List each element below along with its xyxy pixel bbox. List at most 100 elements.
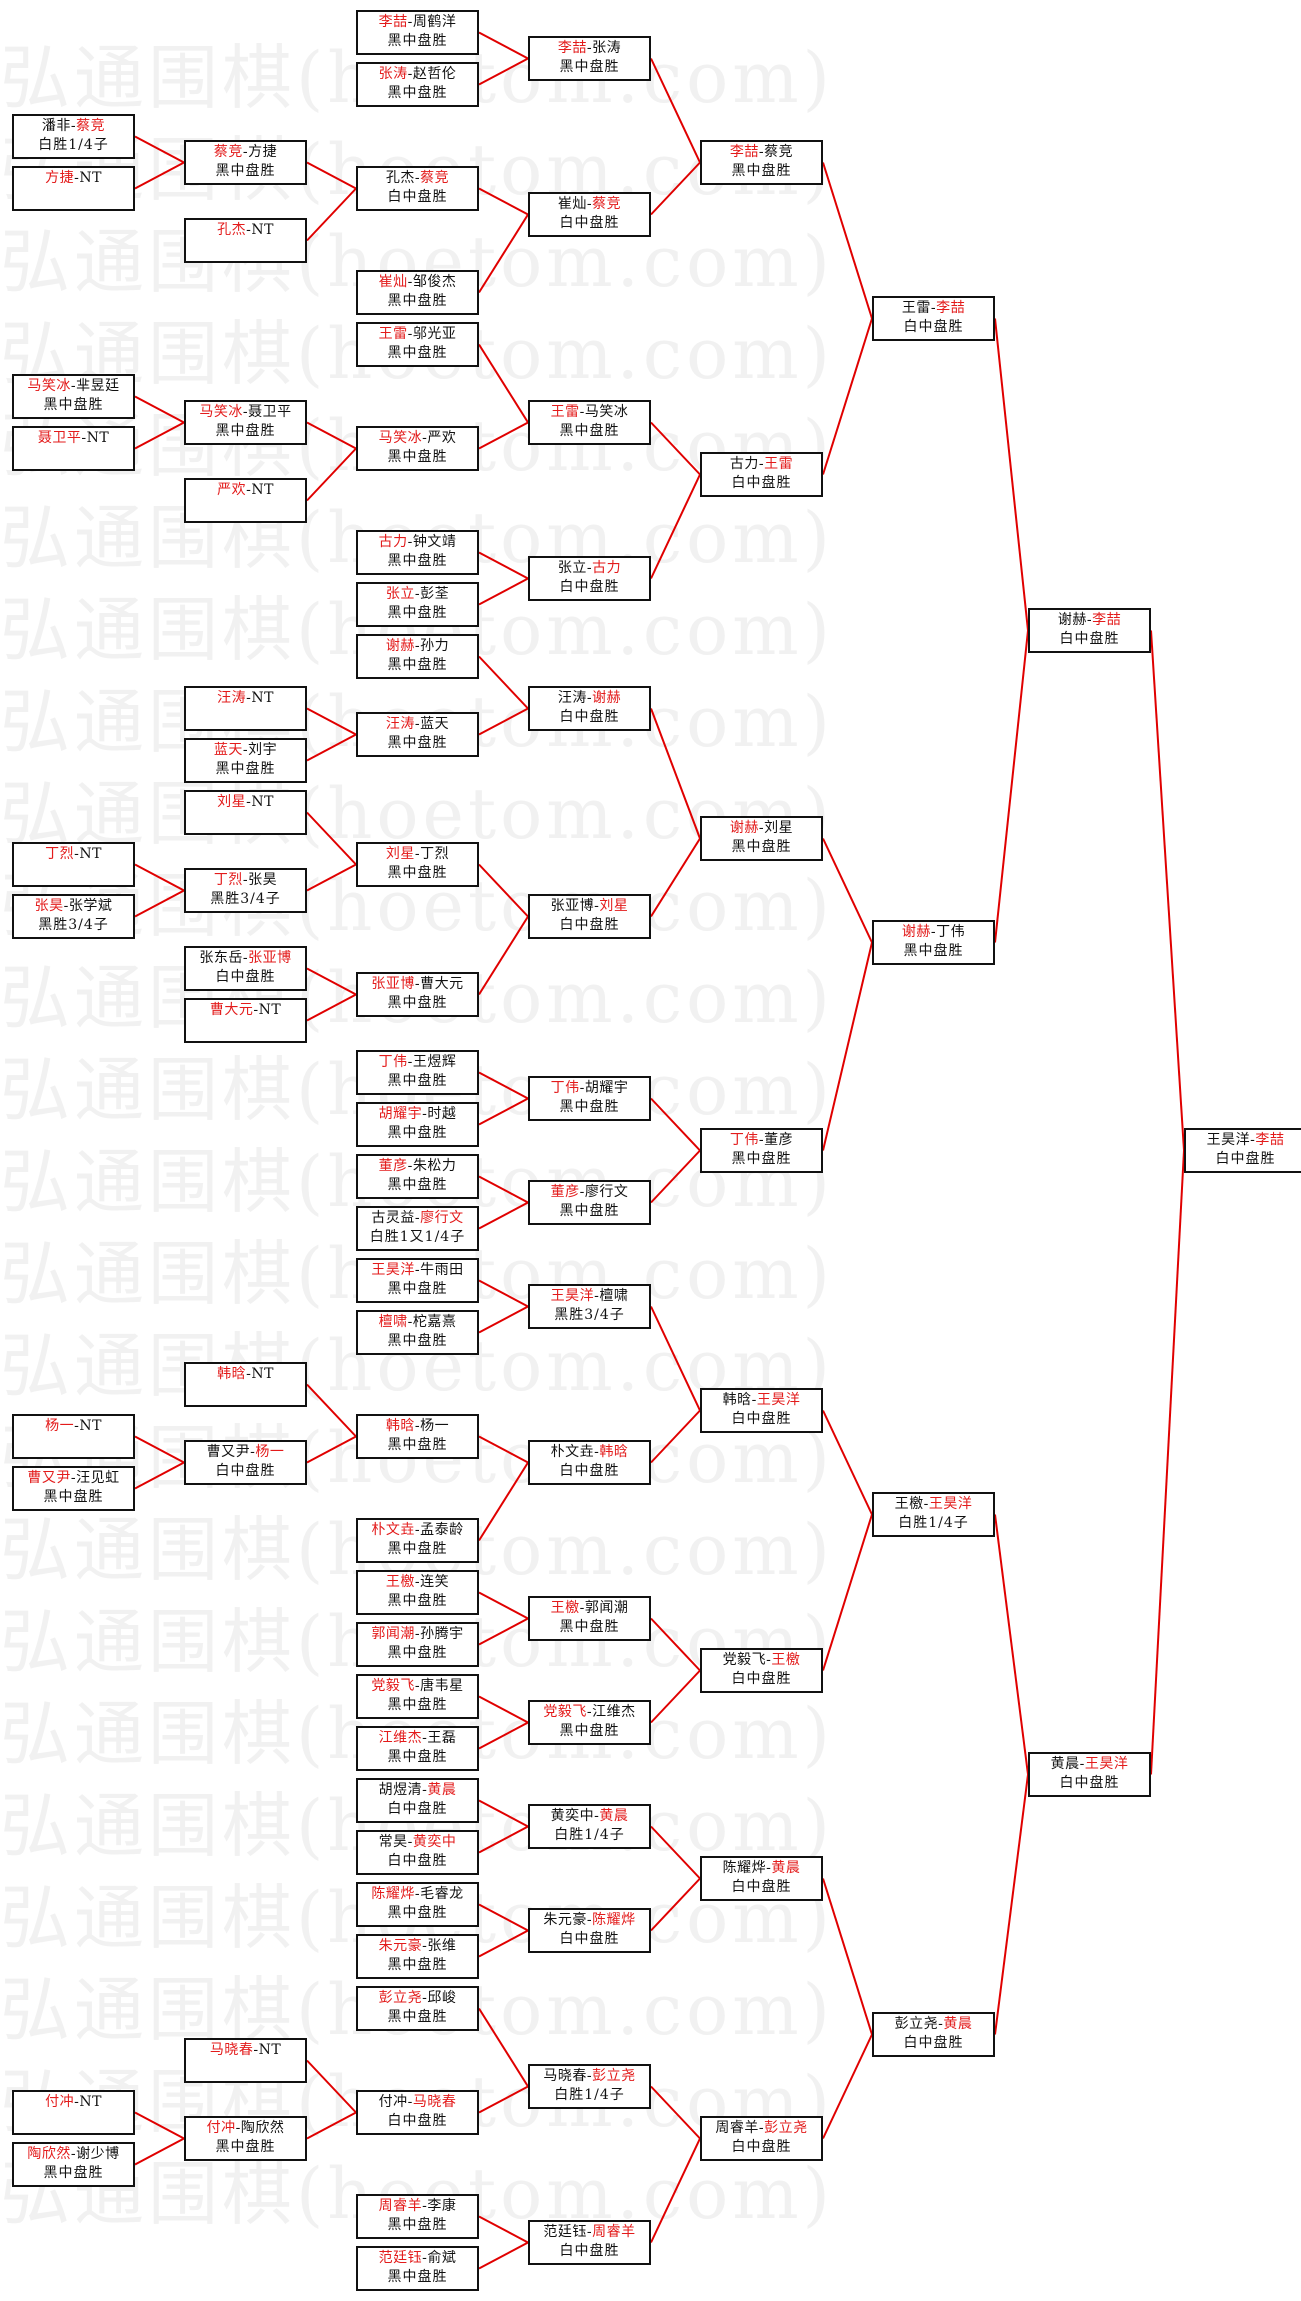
match-players: 丁伟-王煜辉 <box>358 1053 477 1072</box>
separator: - <box>1086 612 1093 628</box>
match-players: 严欢-NT <box>186 481 305 500</box>
connector-line <box>822 1878 873 2035</box>
player-white: 张涛 <box>592 40 622 56</box>
player-white: 钟文靖 <box>412 534 457 550</box>
separator: - <box>758 456 765 472</box>
player-black: 王檄 <box>894 1496 924 1512</box>
separator: - <box>422 1938 428 1954</box>
connector-line <box>306 2111 357 2140</box>
player-white: 聂卫平 <box>248 404 292 420</box>
match-players: 王昊洋-牛雨田 <box>358 1261 477 1280</box>
match-box: 丁烈-NT <box>12 842 135 887</box>
match-box: 王昊洋-牛雨田 黑中盘胜 <box>356 1258 479 1303</box>
player-black: 付冲 <box>378 2094 408 2110</box>
connector-line <box>478 1929 529 1958</box>
match-result: 黑中盘胜 <box>559 1203 620 1219</box>
player-black: 马晓春 <box>209 2042 254 2058</box>
player-white: 刘宇 <box>248 742 278 758</box>
match-result: 黑中盘胜 <box>387 1437 448 1453</box>
connector-line <box>478 57 529 86</box>
separator: - <box>938 2016 944 2032</box>
player-white: NT <box>251 222 274 238</box>
connector-line <box>306 1435 357 1464</box>
match-result: 黑中盘胜 <box>387 345 448 361</box>
player-white: 邱峻 <box>427 1990 457 2006</box>
player-black: 李喆 <box>557 40 587 56</box>
connector-line <box>134 863 185 892</box>
match-players: 付冲-陶欣然 <box>186 2119 305 2138</box>
connector-line <box>822 838 873 943</box>
player-black: 李喆 <box>729 144 759 160</box>
match-box: 丁烈-张昊 黑胜3/4子 <box>184 868 307 913</box>
player-white: 俞斌 <box>427 2250 457 2266</box>
match-players: 党毅飞-江维杰 <box>530 1703 649 1722</box>
player-black: 丁烈 <box>45 846 75 862</box>
player-black: 江维杰 <box>378 1730 423 1746</box>
player-white: 李康 <box>427 2198 457 2214</box>
match-players: 陈耀烨-黄晨 <box>702 1859 821 1878</box>
player-white: NT <box>251 690 274 706</box>
player-black: 韩晗 <box>217 1366 247 1382</box>
match-result: 黑中盘胜 <box>387 1905 448 1921</box>
player-white: 孙力 <box>420 638 450 654</box>
match-box: 丁伟-董彦 黑中盘胜 <box>700 1128 823 1173</box>
connector-line <box>134 395 185 424</box>
connector-line <box>478 31 529 60</box>
match-result: 黑中盘胜 <box>215 423 276 439</box>
player-black: 范廷钰 <box>378 2250 423 2266</box>
match-box: 杨一-NT <box>12 1414 135 1459</box>
connector-line <box>306 967 357 996</box>
connector-line <box>650 421 701 476</box>
match-box: 曹大元-NT <box>184 998 307 1043</box>
connector-line <box>650 1409 701 1464</box>
player-white: 王磊 <box>427 1730 457 1746</box>
separator: - <box>586 560 593 576</box>
separator: - <box>246 690 252 706</box>
player-white: 马笑冰 <box>584 404 629 420</box>
match-box: 马笑冰-严欢 黑中盘胜 <box>356 426 479 471</box>
connector-line <box>478 2215 529 2244</box>
match-players: 范廷钰-俞斌 <box>358 2249 477 2268</box>
player-white: 周鹤洋 <box>412 14 457 30</box>
match-box: 崔灿-蔡竞 白中盘胜 <box>528 192 651 237</box>
connector-line <box>478 551 529 580</box>
player-white: 汪见虹 <box>76 1470 120 1486</box>
match-result: 白中盘胜 <box>559 917 620 933</box>
match-result: 黑中盘胜 <box>387 865 448 881</box>
separator: - <box>414 1626 421 1642</box>
match-box: 李喆-张涛 黑中盘胜 <box>528 36 651 81</box>
separator: - <box>414 1522 421 1538</box>
player-white: 张维 <box>427 1938 457 1954</box>
separator: - <box>586 1704 593 1720</box>
player-black: 杨一 <box>45 1418 75 1434</box>
match-players: 胡煜清-黄晨 <box>358 1781 477 1800</box>
connector-line <box>478 1903 529 1932</box>
separator: - <box>414 586 421 602</box>
player-white: NT <box>258 2042 282 2058</box>
connector-line <box>306 161 357 190</box>
match-result: 黑中盘胜 <box>387 1697 448 1713</box>
match-box: 蔡竞-方捷 黑中盘胜 <box>184 140 307 185</box>
match-players: 王雷-马笑冰 <box>530 403 649 422</box>
match-players: 曹大元-NT <box>186 1001 305 1020</box>
match-result: 黑中盘胜 <box>387 2269 448 2285</box>
match-players: 孔杰-NT <box>186 221 305 240</box>
separator: - <box>70 1470 77 1486</box>
match-result: 黑中盘胜 <box>559 1619 620 1635</box>
match-result: 黑中盘胜 <box>215 2139 276 2155</box>
player-black: 陶欣然 <box>27 2146 71 2162</box>
player-black: 马晓春 <box>543 2068 587 2084</box>
connector-line <box>650 837 701 918</box>
separator: - <box>74 2094 80 2110</box>
match-box: 董彦-朱松力 黑中盘胜 <box>356 1154 479 1199</box>
match-box: 朱元豪-张维 黑中盘胜 <box>356 1934 479 1979</box>
match-players: 谢赫-刘星 <box>702 819 821 838</box>
match-result: 白中盘胜 <box>731 1671 792 1687</box>
match-result: 白中盘胜 <box>1059 1775 1120 1791</box>
player-white: 黄奕中 <box>412 1834 457 1850</box>
separator: - <box>407 1314 413 1330</box>
match-players: 王檄-郭闻潮 <box>530 1599 649 1618</box>
player-white: 廖行文 <box>420 1210 464 1226</box>
separator: - <box>407 2094 413 2110</box>
player-white: 黄晨 <box>771 1860 801 1876</box>
